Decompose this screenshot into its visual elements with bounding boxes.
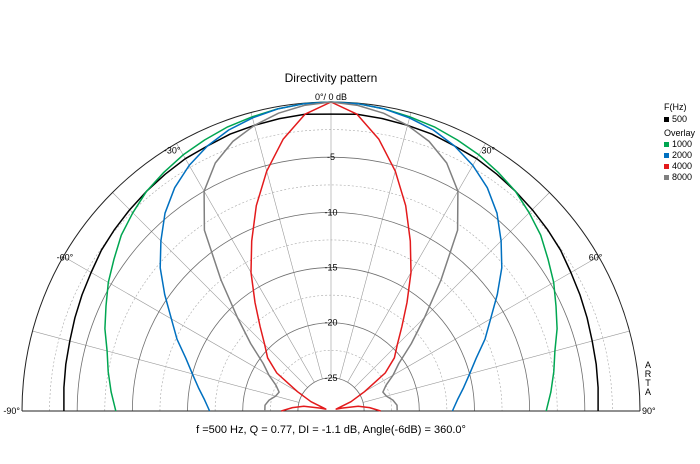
grid-spoke [359,256,599,395]
legend-entry-4000: 4000 [672,161,692,171]
radial-tick-label: -15 [324,263,337,273]
radial-tick-label: -5 [327,152,335,162]
grid-circle-major [131,211,531,412]
grid-circle-minor [214,294,448,412]
grid-spoke [250,112,323,380]
chart-footer: f =500 Hz, Q = 0.77, DI = -1.1 dB, Angle… [196,424,466,436]
side-label-letter: A [645,387,651,397]
legend-swatch-1000 [664,142,669,147]
legend-swatch-4000 [664,164,669,169]
angle-tick-label: -60° [57,253,74,263]
legend-swatch-8000 [664,175,669,180]
series-line-500 [63,113,599,411]
side-label-letter: R [645,369,652,379]
series-curves [63,101,599,412]
side-label-letter: A [645,360,651,370]
tick-labels: -90° -60° -30° 30° 60° 90° -5 -10 -15 -20 -25 [3,145,656,416]
top-label: 0°/ 0 dB [315,92,347,102]
legend-entry-2000: 2000 [672,150,692,160]
legend-swatch-500 [664,117,669,122]
legend: F(Hz) 500 Overlay 1000 2000 4000 8000 [664,102,696,182]
grid-spoke [354,192,550,388]
grid-circle-minor [159,239,503,412]
angle-tick-label: 30° [482,145,496,155]
grid-circle-minor [49,129,613,412]
grid-circle-major [187,267,475,412]
grid-spoke [112,192,308,388]
legend-entry-8000: 8000 [672,172,692,182]
legend-overlay-label: Overlay [664,128,696,138]
grid-circle-major [297,377,365,412]
legend-entry-1000: 1000 [672,139,692,149]
chart-title: Directivity pattern [285,71,378,85]
angle-tick-label: -90° [3,406,20,416]
radial-tick-label: -10 [324,207,337,217]
legend-swatch-2000 [664,153,669,158]
legend-entry-500: 500 [672,114,687,124]
radial-tick-label: -25 [324,373,337,383]
grid-spoke [176,143,315,383]
radial-tick-label: -20 [324,318,337,328]
angle-tick-label: -30° [164,145,181,155]
legend-header: F(Hz) [664,102,687,112]
grid-circle-major [242,322,420,412]
grid-spoke [347,143,486,383]
side-label-letter: T [645,378,651,388]
angle-tick-label: 60° [589,253,603,263]
grid-circle-minor [104,184,558,412]
series-line-8000 [203,101,459,412]
angle-tick-label: 90° [642,406,656,416]
